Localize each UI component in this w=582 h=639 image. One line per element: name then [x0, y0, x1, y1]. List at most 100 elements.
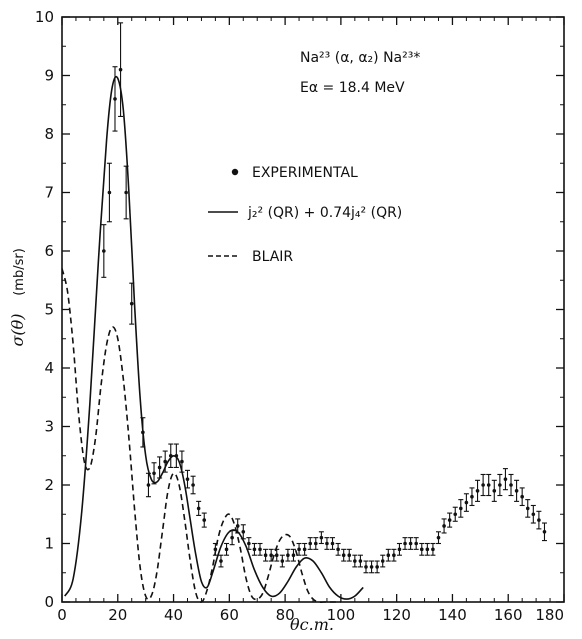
point-marker — [146, 483, 151, 487]
legend-point-marker — [231, 168, 239, 176]
x-tick-label: 140 — [438, 606, 467, 624]
point-marker — [235, 524, 240, 528]
data-point — [235, 518, 241, 534]
point-marker — [224, 547, 229, 552]
data-point — [391, 548, 397, 562]
point-marker — [537, 518, 541, 522]
point-marker — [219, 559, 223, 563]
data-point — [436, 531, 441, 545]
point-marker — [364, 565, 368, 569]
data-point — [240, 524, 246, 540]
point-marker — [353, 559, 357, 563]
energy-annotation: Eα = 18.4 MeV — [300, 80, 405, 96]
point-marker — [525, 506, 530, 511]
point-marker — [124, 190, 128, 195]
data-point — [318, 531, 324, 545]
data-point — [307, 537, 313, 550]
point-marker — [520, 494, 524, 499]
plot-frame — [61, 16, 565, 603]
data-point — [363, 560, 369, 574]
x-tick-label: 100 — [327, 606, 356, 624]
data-point — [212, 542, 218, 556]
point-marker — [336, 547, 340, 552]
data-point — [341, 548, 347, 562]
x-tick-label: 20 — [108, 606, 127, 624]
point-marker — [191, 483, 195, 487]
data-point — [196, 500, 202, 516]
point-marker — [118, 67, 123, 72]
data-point — [251, 542, 257, 556]
point-marker — [414, 541, 418, 546]
point-marker — [436, 535, 441, 540]
data-point — [469, 487, 475, 507]
point-marker — [498, 483, 502, 487]
data-point — [508, 473, 514, 497]
data-point — [296, 542, 302, 556]
data-point — [430, 542, 436, 556]
y-tick-label: 6 — [44, 242, 54, 260]
data-point — [514, 479, 520, 502]
y-tick-label: 4 — [44, 359, 54, 377]
data-point — [475, 479, 481, 502]
data-point — [218, 554, 224, 568]
data-point — [441, 518, 447, 534]
point-marker — [475, 489, 480, 493]
point-marker — [113, 97, 117, 101]
point-marker — [408, 541, 413, 546]
data-point — [157, 456, 163, 479]
data-point — [380, 554, 386, 568]
data-point — [396, 542, 402, 556]
legend-label-fit: j₂² (QR) + 0.74j₄² (QR) — [247, 205, 402, 221]
fit-curve-solid — [64, 75, 364, 600]
data-point — [346, 548, 352, 562]
point-marker — [341, 553, 346, 557]
y-axis-label: σ(θ) — [8, 313, 27, 346]
point-marker — [375, 565, 379, 569]
point-marker — [152, 471, 156, 476]
point-marker — [509, 483, 513, 487]
data-point — [480, 473, 486, 497]
data-point — [491, 479, 497, 502]
data-point — [118, 22, 124, 117]
point-marker — [481, 483, 485, 487]
point-marker — [230, 535, 234, 540]
y-axis-unit: (mb/sr) — [12, 248, 27, 296]
data-point — [541, 522, 547, 542]
data-point — [486, 473, 492, 497]
data-point — [129, 282, 135, 325]
data-point — [374, 560, 380, 574]
point-marker — [258, 547, 262, 552]
point-marker — [107, 190, 112, 195]
data-point — [458, 499, 464, 518]
point-marker — [542, 530, 547, 534]
point-marker — [442, 524, 446, 528]
point-marker — [163, 459, 167, 464]
point-marker — [286, 553, 290, 557]
theory-curves — [61, 75, 364, 604]
point-marker — [403, 541, 407, 546]
y-tick-label: 8 — [44, 125, 54, 143]
point-marker — [486, 483, 491, 487]
point-marker — [358, 559, 363, 563]
data-point — [145, 472, 151, 498]
y-tick-label: 7 — [44, 184, 54, 202]
point-marker — [330, 541, 335, 546]
data-point — [190, 475, 196, 495]
point-marker — [274, 553, 279, 557]
data-point — [519, 487, 525, 507]
point-marker — [141, 430, 145, 435]
point-marker — [425, 547, 430, 552]
legend-label-experimental: EXPERIMENTAL — [252, 165, 358, 181]
data-point — [525, 499, 531, 518]
point-marker — [157, 465, 162, 470]
point-marker — [325, 541, 329, 546]
point-marker — [470, 494, 474, 499]
data-point — [229, 530, 235, 546]
data-point — [101, 224, 107, 278]
data-point — [402, 537, 408, 550]
x-axis-label: θc.m. — [290, 615, 334, 634]
point-marker — [503, 477, 508, 481]
point-marker — [464, 500, 469, 505]
data-point — [335, 542, 341, 556]
point-marker — [297, 547, 301, 552]
